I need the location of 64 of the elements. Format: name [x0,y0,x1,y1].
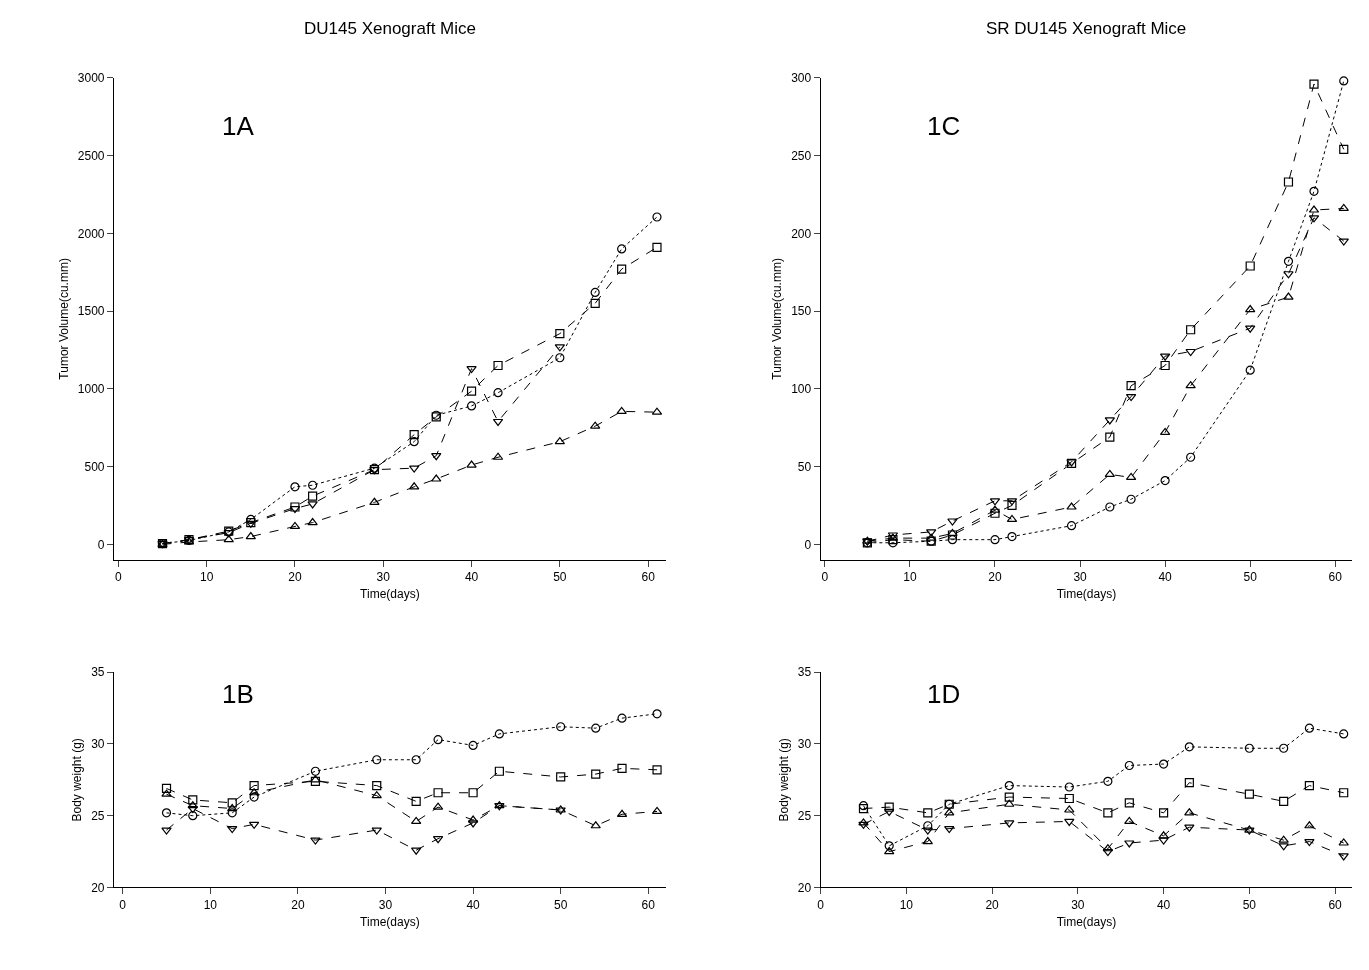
y-tick-label: 500 [84,459,105,474]
x-tick-label: 20 [988,570,1002,585]
x-tick-label: 10 [903,570,917,585]
x-tick-label: 40 [1158,570,1173,585]
x-tick-label: 0 [817,897,825,912]
y-axis-title: Tumor Volume(cu.mm) [57,258,72,380]
y-tick-label: 300 [791,71,812,86]
annotation: 1B [222,679,254,709]
x-tick-label: 30 [378,897,393,912]
x-axis-title: Time(days) [360,914,420,929]
y-axis-title: Body weight (g) [777,738,792,822]
x-tick-label: 60 [1328,570,1343,585]
y-tick-label: 150 [791,304,812,319]
y-tick-label: 50 [797,459,812,474]
y-tick-label: 250 [791,148,812,163]
x-tick-label: 40 [466,897,481,912]
x-tick-label: 40 [1156,897,1171,912]
x-tick-label: 40 [464,570,479,585]
y-axis-title: Body weight (g) [70,738,85,822]
x-tick-label: 20 [288,570,302,585]
x-tick-label: 10 [899,897,914,912]
annotation: 1A [222,111,255,141]
y-tick-label: 20 [91,880,105,895]
y-tick-label: 20 [797,880,812,895]
y-tick-label: 0 [804,537,812,552]
x-tick-label: 30 [376,570,391,585]
y-tick-label: 35 [91,665,105,680]
x-tick-label: 0 [821,570,829,585]
y-axis-title: Tumor Volume(cu.mm) [770,258,785,380]
y-tick-label: 200 [791,226,812,241]
annotation: 1C [927,111,961,141]
x-tick-label: 60 [641,897,656,912]
x-tick-label: 30 [1073,570,1088,585]
x-tick-label: 20 [985,897,1000,912]
y-tick-label: 3000 [77,71,105,86]
x-tick-label: 0 [119,897,127,912]
y-tick-label: 100 [791,382,812,397]
y-tick-label: 35 [797,665,812,680]
y-tick-label: 30 [797,737,812,752]
x-tick-label: 10 [199,570,214,585]
y-tick-label: 2500 [77,148,105,163]
x-tick-label: 50 [554,897,568,912]
x-tick-label: 30 [1071,897,1085,912]
x-tick-label: 60 [641,570,656,585]
y-tick-label: 1000 [77,382,105,397]
chart-title: DU145 Xenograft Mice [304,19,476,38]
x-axis-title: Time(days) [360,587,420,602]
x-axis-title: Time(days) [1056,914,1117,929]
x-tick-label: 0 [115,570,123,585]
x-tick-label: 60 [1328,897,1343,912]
x-axis-title: Time(days) [1056,587,1117,602]
y-tick-label: 1500 [77,304,105,319]
y-tick-label: 2000 [77,226,105,241]
x-tick-label: 50 [1242,897,1257,912]
x-tick-label: 10 [203,897,218,912]
x-tick-label: 50 [553,570,567,585]
annotation: 1D [927,679,961,709]
y-tick-label: 30 [91,737,105,752]
chart-title: SR DU145 Xenograft Mice [986,19,1187,38]
x-tick-label: 20 [291,897,305,912]
x-tick-label: 50 [1243,570,1258,585]
y-tick-label: 0 [97,537,105,552]
y-tick-label: 25 [797,808,812,823]
y-tick-label: 25 [91,808,105,823]
